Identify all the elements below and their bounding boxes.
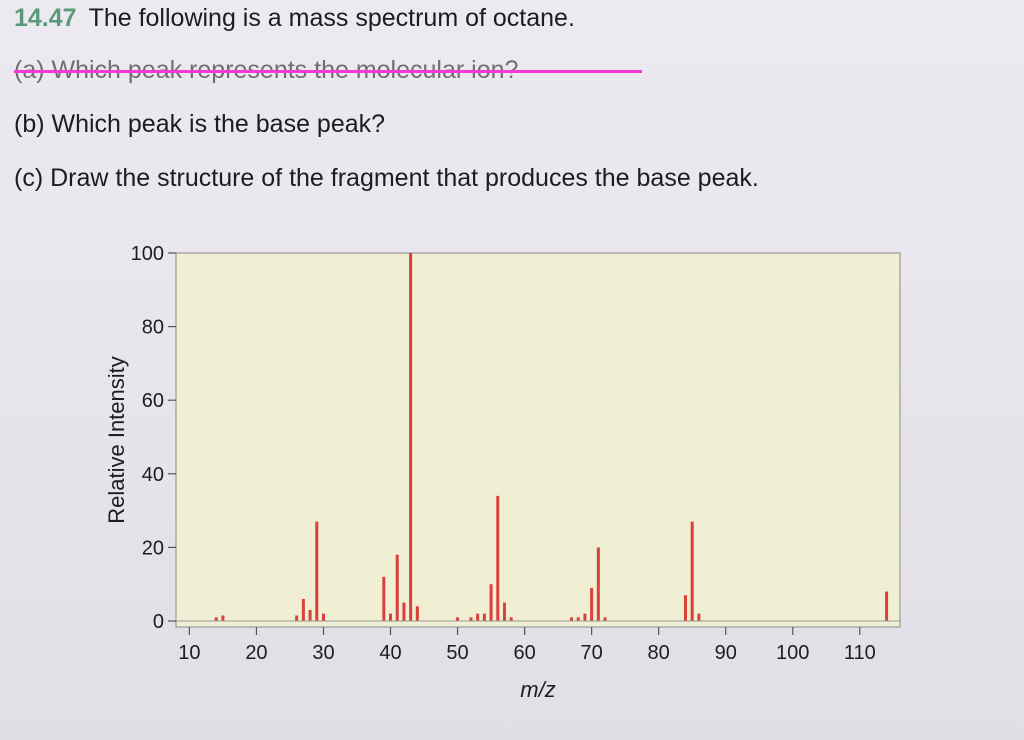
y-axis: 0 20 40 60 80 100 — [131, 243, 176, 633]
peak-bar-mz-50 — [456, 617, 460, 621]
peak-bars — [176, 253, 900, 622]
x-axis: 10 20 30 40 50 60 70 80 90 100 110 — [178, 627, 876, 664]
peak-bar-mz-57 — [502, 602, 506, 621]
y-tick-label: 60 — [142, 390, 164, 412]
peak-bar-mz-54 — [482, 613, 486, 621]
peak-bar-mz-43 — [409, 253, 413, 621]
x-tick-label: 110 — [844, 642, 876, 664]
peak-bar-mz-41 — [395, 554, 399, 621]
peak-bar-mz-30 — [321, 613, 325, 621]
peak-bar-mz-58 — [509, 617, 513, 621]
peak-bar-mz-39 — [382, 576, 386, 621]
strikethrough-line — [14, 70, 642, 73]
peak-bar-mz-29 — [315, 521, 319, 621]
peak-bar-mz-44 — [415, 606, 419, 621]
peak-bar-mz-67 — [570, 617, 574, 621]
x-tick-label: 100 — [776, 642, 809, 664]
y-tick-label: 40 — [142, 464, 164, 486]
peak-bar-mz-56 — [496, 495, 500, 621]
peak-bar-mz-42 — [402, 602, 406, 621]
peak-bar-mz-70 — [590, 587, 594, 621]
chart-svg: 0 20 40 60 80 100 10 20 30 40 50 60 70 80 90 100 110 Re… — [104, 243, 901, 702]
y-tick-label: 80 — [142, 317, 164, 339]
peak-bar-mz-53 — [476, 613, 480, 621]
peak-bar-mz-86 — [697, 613, 701, 621]
question-part-b: (b) Which peak is the base peak? — [14, 110, 386, 138]
y-tick-label: 100 — [131, 243, 164, 265]
y-tick-label: 20 — [142, 537, 164, 559]
y-tick-label: 0 — [153, 611, 164, 633]
peak-bar-mz-85 — [690, 521, 694, 621]
x-tick-label: 50 — [446, 642, 468, 664]
peak-bar-mz-15 — [221, 615, 225, 621]
question-part-c: (c) Draw the structure of the fragment t… — [14, 164, 759, 192]
peak-bar-mz-28 — [308, 609, 312, 621]
peak-bar-mz-72 — [603, 617, 607, 621]
peak-bar-mz-55 — [489, 584, 493, 621]
x-axis-label: m/z — [520, 677, 555, 702]
peak-bar-mz-71 — [596, 547, 600, 621]
x-tick-label: 20 — [245, 642, 267, 664]
x-tick-label: 60 — [513, 642, 535, 664]
x-tick-label: 30 — [312, 642, 334, 664]
peak-bar-mz-26 — [295, 615, 299, 621]
peak-bar-mz-40 — [389, 613, 393, 621]
x-tick-label: 10 — [178, 642, 200, 664]
question-number: 14.47 — [14, 4, 77, 32]
plot-area — [175, 252, 901, 628]
peak-bar-mz-84 — [683, 595, 687, 621]
question-title: 14.47 The following is a mass spectrum of… — [14, 4, 575, 33]
peak-bar-mz-68 — [576, 617, 580, 621]
question-text: The following is a mass spectrum of octa… — [88, 4, 575, 32]
x-tick-label: 70 — [581, 642, 603, 664]
peak-bar-mz-52 — [469, 617, 473, 621]
y-axis-label: Relative Intensity — [104, 356, 129, 524]
x-tick-label: 90 — [715, 642, 737, 664]
peak-bar-mz-69 — [583, 613, 587, 621]
peak-bar-mz-27 — [301, 598, 305, 621]
peak-bar-mz-114 — [885, 591, 889, 621]
x-tick-label: 40 — [379, 642, 401, 664]
mass-spectrum-chart: 0 20 40 60 80 100 10 20 30 40 50 60 70 80 90 100 110 Re… — [90, 225, 970, 705]
peak-bar-mz-14 — [214, 617, 218, 621]
x-tick-label: 80 — [648, 642, 670, 664]
